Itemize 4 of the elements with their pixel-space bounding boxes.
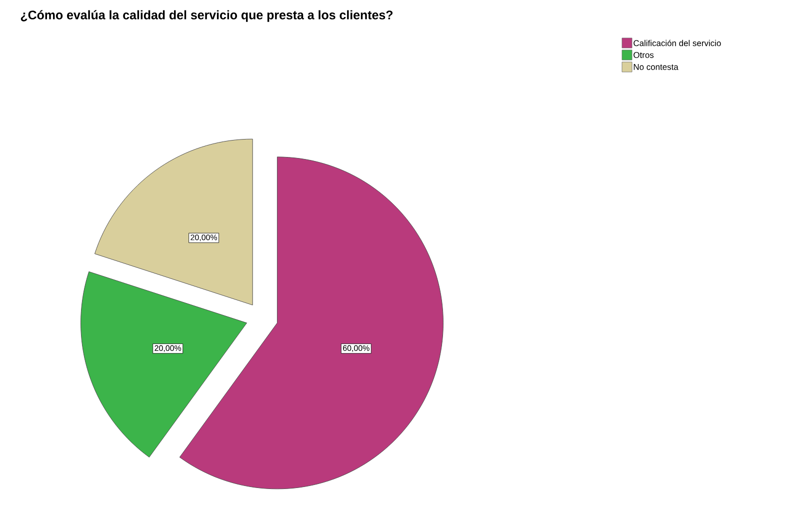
legend-label: Calificación del servicio: [634, 40, 721, 46]
legend-label: Otros: [634, 52, 654, 58]
chart-title: ¿Cómo evalúa la calidad del servicio que presta a los clientes?: [20, 10, 393, 22]
legend-label: No contesta: [634, 64, 678, 70]
